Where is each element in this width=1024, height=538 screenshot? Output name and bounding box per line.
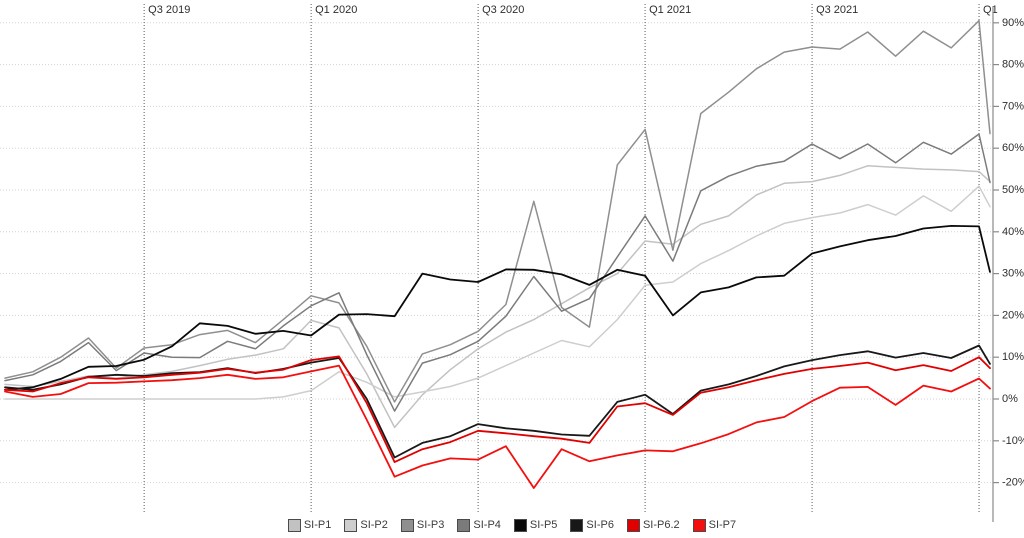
x-axis-label: Q1 2020 <box>315 4 357 16</box>
legend-swatch-SI-P4 <box>457 518 471 532</box>
legend-label: SI-P4 <box>473 518 501 531</box>
y-axis-tick-label: 40% <box>1002 226 1024 238</box>
y-axis-tick-label: 20% <box>1002 309 1024 321</box>
legend-label: SI-P6.2 <box>642 518 680 531</box>
x-axis-label: Q1 2021 <box>649 4 691 16</box>
y-axis-tick-label: 30% <box>1002 268 1024 280</box>
series-line-SI-P1 <box>4 165 991 429</box>
y-axis-tick-label: 10% <box>1002 351 1024 363</box>
legend-label: SI-P7 <box>708 518 737 531</box>
legend-label: SI-P3 <box>416 518 445 531</box>
y-axis-tick-label: -10% <box>1002 435 1024 447</box>
y-axis-tick-label: 0% <box>1002 393 1018 405</box>
x-axis-label: Q3 2020 <box>482 4 524 16</box>
x-axis-label: Q1 <box>983 4 998 16</box>
legend-item-SI-P6[interactable]: SI-P6 <box>570 518 614 532</box>
y-axis-tick-label: 70% <box>1002 100 1024 112</box>
series-line-SI-P6.2 <box>4 355 991 464</box>
legend-swatch-SI-P7 <box>692 518 706 532</box>
x-axis-label: Q3 2019 <box>148 4 190 16</box>
legend-label: SI-P5 <box>529 518 558 531</box>
series-line-SI-P5 <box>4 224 991 391</box>
y-axis-tick-label: -20% <box>1002 477 1024 489</box>
legend-label: SI-P2 <box>360 518 388 531</box>
y-axis-tick-label: 90% <box>1002 17 1024 29</box>
series-line-SI-P6 <box>4 344 991 459</box>
y-axis-tick-label: 80% <box>1002 59 1024 71</box>
chart-legend: SI-P1 SI-P2 SI-P3 SI-P4 SI-P5 SI-P6 SI-P6.2 SI-… <box>0 514 1024 536</box>
legend-item-SI-P6.2[interactable]: SI-P6.2 <box>626 518 680 532</box>
y-axis-tick-label: 60% <box>1002 142 1024 154</box>
legend-swatch-SI-P1 <box>287 518 301 532</box>
legend-item-SI-P3[interactable]: SI-P3 <box>400 518 445 532</box>
x-axis-label: Q3 2021 <box>816 4 858 16</box>
legend-swatch-SI-P6.2 <box>626 518 640 532</box>
legend-item-SI-P1[interactable]: SI-P1 <box>287 518 332 532</box>
legend-item-SI-P7[interactable]: SI-P7 <box>692 518 737 532</box>
legend-swatch-SI-P3 <box>400 518 414 532</box>
legend-swatch-SI-P6 <box>570 518 584 532</box>
series-line-SI-P7 <box>4 364 991 489</box>
legend-label: SI-P1 <box>303 518 332 531</box>
legend-item-SI-P2[interactable]: SI-P2 <box>344 518 388 532</box>
legend-item-SI-P4[interactable]: SI-P4 <box>457 518 501 532</box>
legend-label: SI-P6 <box>586 518 614 531</box>
series-line-SI-P3 <box>4 19 991 403</box>
series-line-SI-P2 <box>4 185 991 400</box>
legend-item-SI-P5[interactable]: SI-P5 <box>513 518 558 532</box>
legend-swatch-SI-P5 <box>513 518 527 532</box>
legend-swatch-SI-P2 <box>344 518 358 532</box>
y-axis-tick-label: 50% <box>1002 184 1024 196</box>
series-line-SI-P4 <box>4 133 991 412</box>
